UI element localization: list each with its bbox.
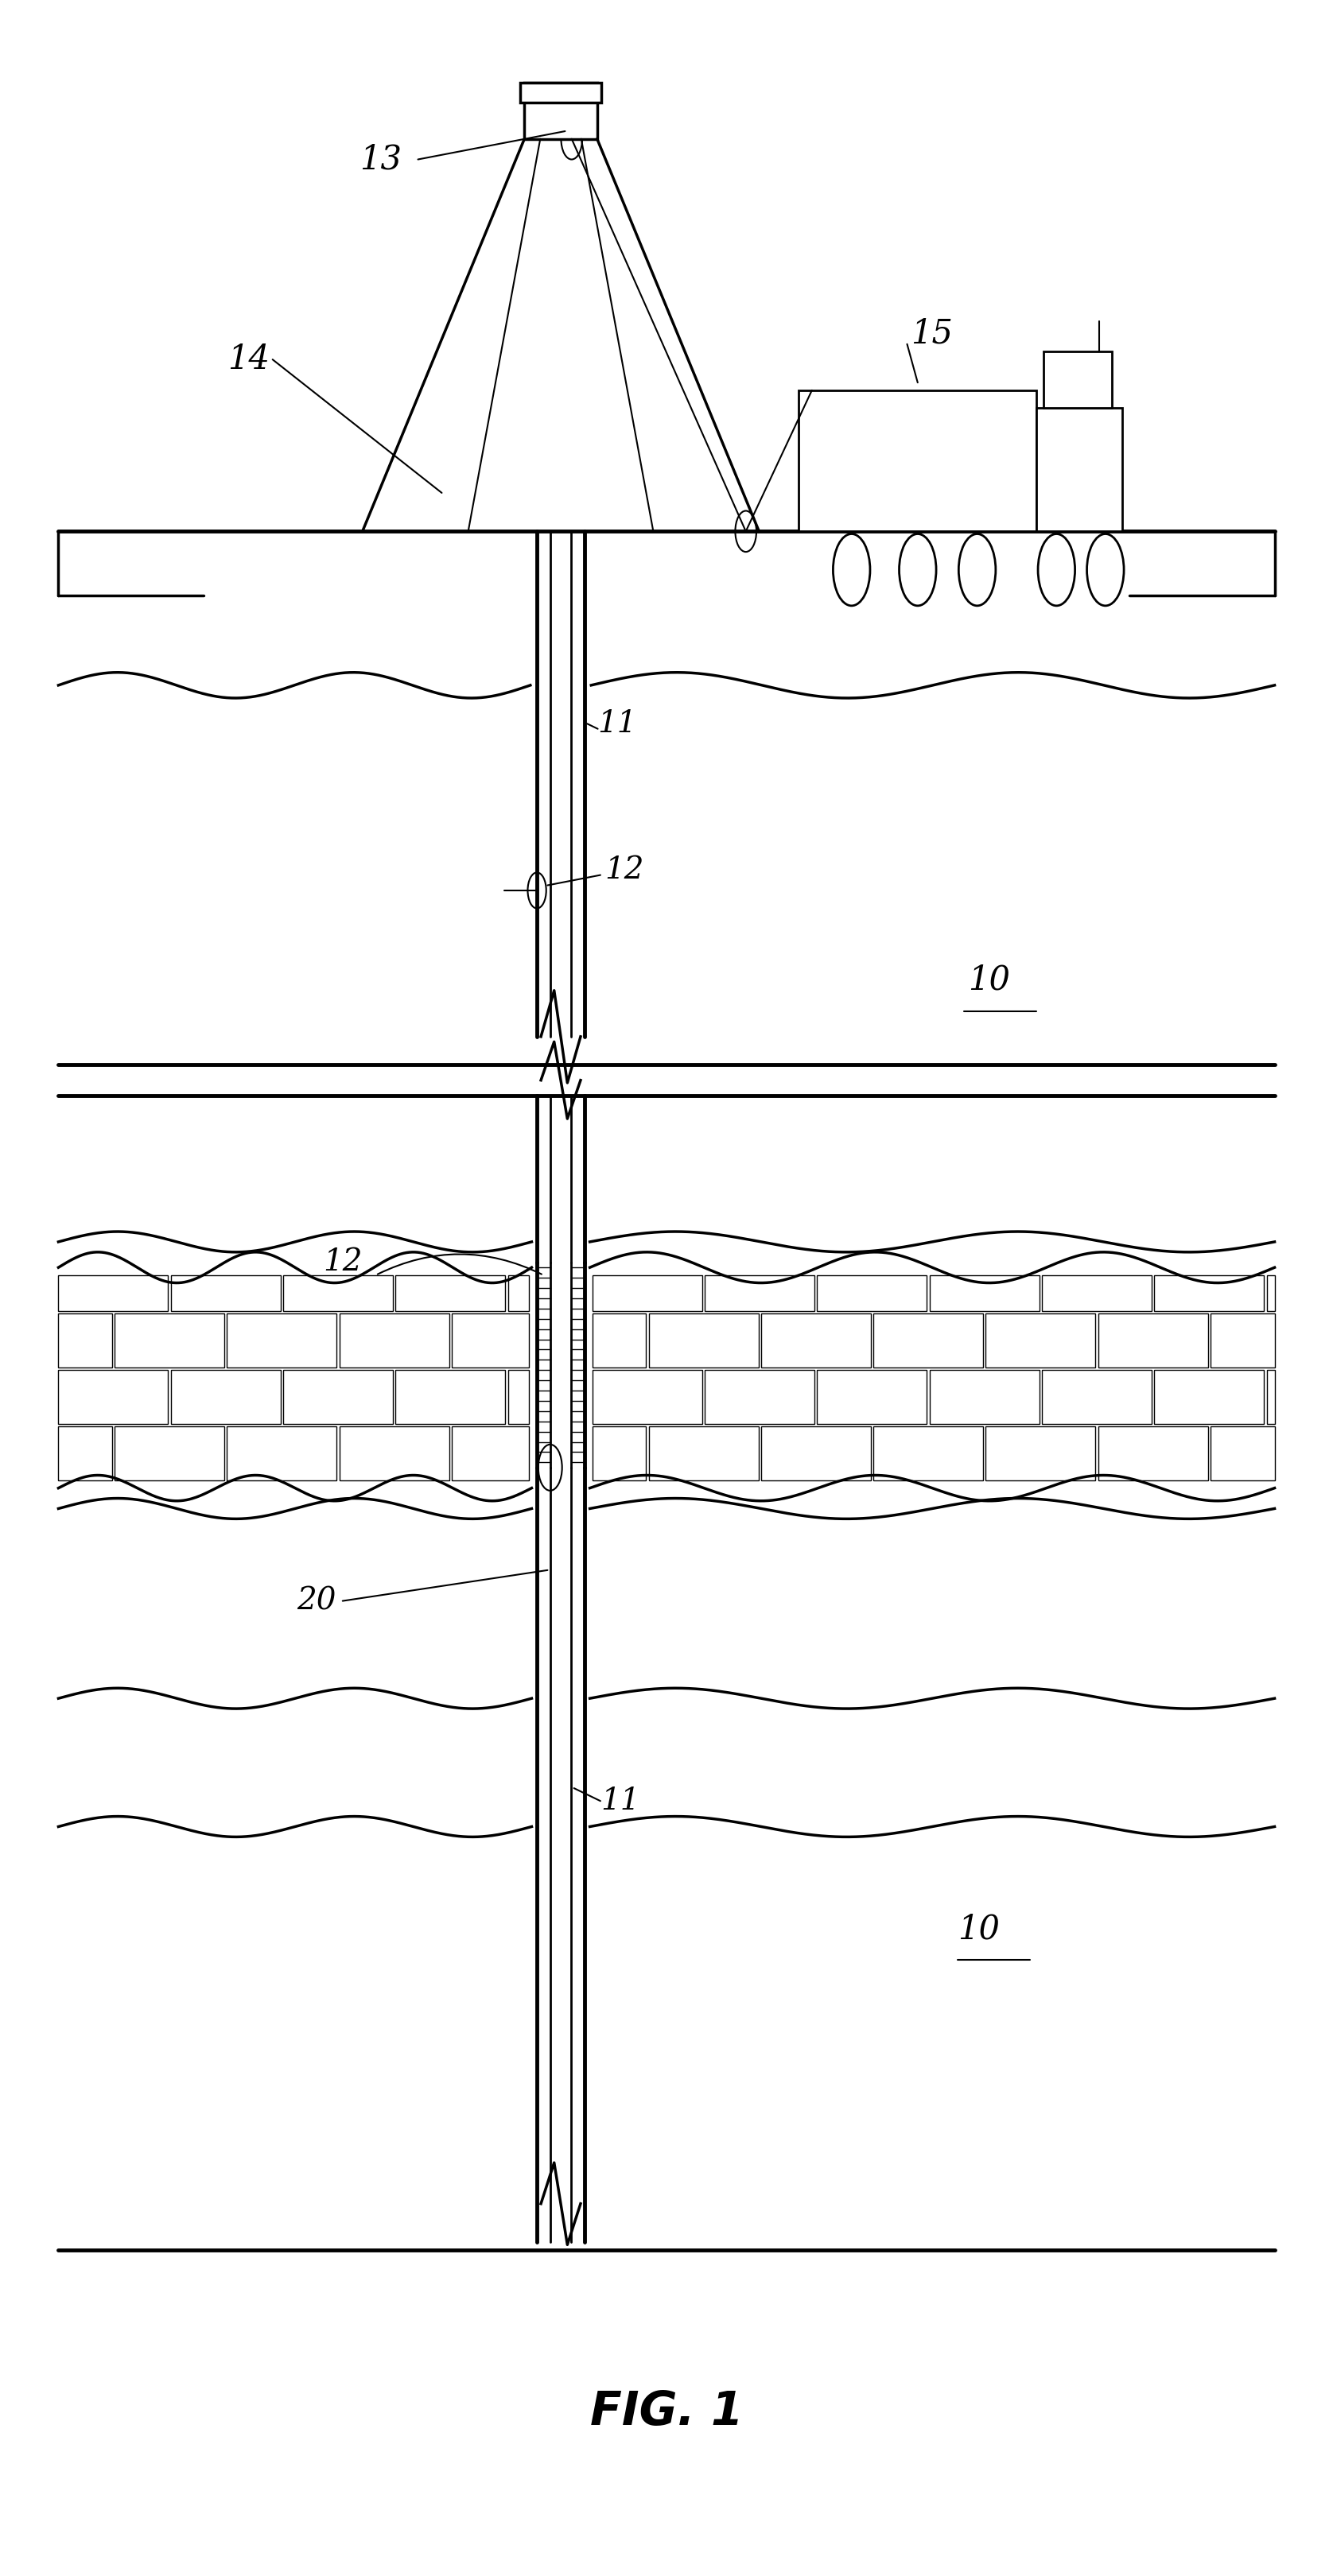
Bar xyxy=(1098,1314,1208,1368)
Bar xyxy=(115,1427,224,1481)
Bar xyxy=(761,1314,870,1368)
Bar xyxy=(985,1427,1096,1481)
Bar xyxy=(592,1370,702,1425)
Bar xyxy=(508,1370,529,1425)
Text: 14: 14 xyxy=(228,343,269,376)
Bar xyxy=(171,1370,280,1425)
Text: 10: 10 xyxy=(957,1911,1000,1945)
Text: FIG. 1: FIG. 1 xyxy=(591,2388,742,2434)
Bar xyxy=(452,1314,529,1368)
Bar xyxy=(985,1314,1096,1368)
Bar xyxy=(59,1427,112,1481)
Bar xyxy=(283,1275,393,1311)
Bar xyxy=(59,1275,168,1311)
Bar xyxy=(798,392,1037,531)
Bar xyxy=(929,1370,1040,1425)
Bar xyxy=(1037,407,1122,531)
Bar xyxy=(524,82,597,139)
Text: 13: 13 xyxy=(360,142,403,175)
Bar xyxy=(1154,1370,1264,1425)
Bar xyxy=(171,1275,280,1311)
Bar xyxy=(1154,1275,1264,1311)
Bar xyxy=(1044,353,1112,407)
Bar xyxy=(452,1427,529,1481)
Bar xyxy=(873,1314,984,1368)
Text: 10: 10 xyxy=(968,963,1010,997)
Bar xyxy=(592,1275,702,1311)
Bar xyxy=(396,1370,505,1425)
Bar xyxy=(59,1314,112,1368)
Bar xyxy=(1042,1275,1152,1311)
Bar xyxy=(283,1370,393,1425)
Bar xyxy=(1042,1370,1152,1425)
Bar xyxy=(340,1427,449,1481)
Bar xyxy=(1210,1314,1274,1368)
Bar xyxy=(1098,1427,1208,1481)
Bar xyxy=(115,1314,224,1368)
Bar xyxy=(817,1275,926,1311)
Bar xyxy=(396,1275,505,1311)
Bar xyxy=(227,1427,337,1481)
Text: 11: 11 xyxy=(600,1785,640,1816)
Bar xyxy=(592,1314,647,1368)
Bar xyxy=(873,1427,984,1481)
Bar xyxy=(508,1275,529,1311)
Bar xyxy=(1266,1275,1274,1311)
Bar xyxy=(1210,1427,1274,1481)
Bar xyxy=(649,1314,758,1368)
Bar xyxy=(761,1427,870,1481)
Text: 12: 12 xyxy=(604,855,644,884)
Text: 12: 12 xyxy=(323,1247,363,1278)
Bar xyxy=(929,1275,1040,1311)
Bar xyxy=(649,1427,758,1481)
Text: 15: 15 xyxy=(910,317,953,350)
Text: 20: 20 xyxy=(297,1587,336,1615)
Bar xyxy=(340,1314,449,1368)
Bar xyxy=(1266,1370,1274,1425)
Bar xyxy=(520,82,601,103)
Bar xyxy=(592,1427,647,1481)
Text: 11: 11 xyxy=(597,708,637,739)
Bar xyxy=(705,1370,814,1425)
Bar xyxy=(59,1370,168,1425)
Bar xyxy=(817,1370,926,1425)
Bar xyxy=(227,1314,337,1368)
Bar xyxy=(705,1275,814,1311)
